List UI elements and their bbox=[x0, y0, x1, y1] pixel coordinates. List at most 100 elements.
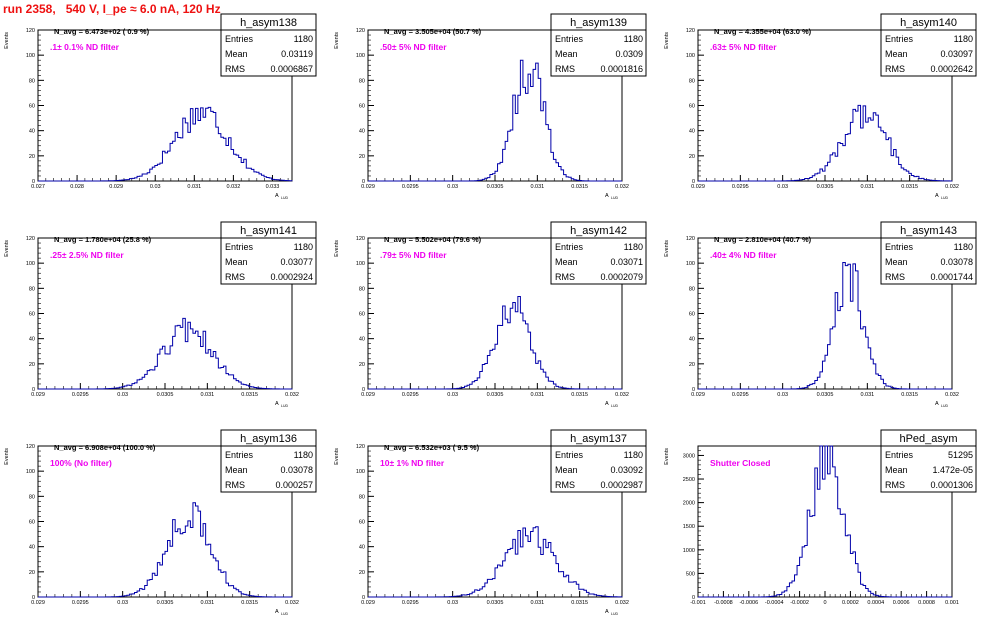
filter-annotation: .50± 5% ND filter bbox=[380, 42, 447, 52]
x-tick-label: 0.0295 bbox=[402, 184, 419, 190]
stats-value-rms: 0.0001816 bbox=[600, 64, 643, 74]
filter-annotation: .40± 4% ND filter bbox=[710, 250, 777, 260]
y-tick-label: 60 bbox=[359, 312, 365, 318]
y-tick-label: 80 bbox=[359, 78, 365, 84]
x-tick-label: 0.031 bbox=[530, 392, 544, 398]
stats-value-mean: 0.03119 bbox=[281, 49, 313, 59]
x-tick-label: 0.031 bbox=[187, 184, 201, 190]
x-tick-label: 0.03 bbox=[117, 392, 128, 398]
x-axis-label: A bbox=[935, 401, 939, 407]
y-tick-label: 1500 bbox=[683, 524, 695, 530]
stats-box-frame bbox=[220, 13, 317, 77]
x-tick-label: 0.031 bbox=[530, 600, 544, 606]
y-tick-label: 40 bbox=[29, 545, 35, 551]
y-tick-label: 100 bbox=[26, 53, 35, 59]
x-tick-label: 0.03 bbox=[150, 184, 161, 190]
x-tick-label: 0.029 bbox=[691, 392, 705, 398]
stats-value-rms: 0.000257 bbox=[275, 480, 313, 490]
x-tick-label: 0.0295 bbox=[402, 392, 419, 398]
x-tick-label: 0.0305 bbox=[157, 600, 174, 606]
y-tick-label: 60 bbox=[29, 520, 35, 526]
y-tick-label: 40 bbox=[689, 337, 695, 343]
stats-label-rms: RMS bbox=[555, 480, 575, 490]
x-tick-label: 0.03 bbox=[117, 600, 128, 606]
stats-value-entries: 1180 bbox=[294, 450, 313, 460]
x-tick-label: 0.033 bbox=[266, 184, 280, 190]
histogram-panel-h_asym139: 0 20 40 60 80 100 120 0.029 0.0295 0.03 0.0305 0.03… bbox=[334, 13, 647, 200]
y-tick-label: 120 bbox=[26, 444, 35, 450]
x-axis-label-subscript: LUD bbox=[611, 404, 618, 408]
x-tick-label: 0.0006 bbox=[893, 600, 910, 606]
y-tick-label: 20 bbox=[29, 362, 35, 368]
stats-value-rms: 0.0001744 bbox=[930, 272, 973, 282]
x-tick-label: 0.0004 bbox=[867, 600, 884, 606]
x-axis-label: A bbox=[605, 609, 609, 615]
x-tick-label: 0.0305 bbox=[487, 600, 504, 606]
stats-value-entries: 51295 bbox=[948, 450, 973, 460]
stats-value-entries: 1180 bbox=[624, 450, 643, 460]
y-tick-label: 80 bbox=[359, 286, 365, 292]
filter-annotation: Shutter Closed bbox=[710, 458, 770, 468]
x-tick-label: -0.0004 bbox=[765, 600, 784, 606]
stats-label-mean: Mean bbox=[225, 257, 248, 267]
histogram-series bbox=[698, 261, 952, 390]
y-tick-label: 40 bbox=[29, 337, 35, 343]
stats-value-mean: 0.03078 bbox=[280, 465, 313, 475]
stats-label-rms: RMS bbox=[555, 272, 575, 282]
y-tick-label: 0 bbox=[692, 387, 695, 393]
stats-label-rms: RMS bbox=[885, 64, 905, 74]
y-axis-label: Events bbox=[664, 448, 670, 465]
x-tick-label: 0.028 bbox=[70, 184, 84, 190]
x-tick-label: 0.032 bbox=[285, 392, 299, 398]
histogram-panel-h_asym136: 0 20 40 60 80 100 120 0.029 0.0295 0.03 0.0305 0.03… bbox=[4, 429, 317, 616]
y-axis-label: Events bbox=[4, 448, 10, 465]
x-tick-label: 0.029 bbox=[109, 184, 123, 190]
y-tick-label: 0 bbox=[692, 595, 695, 601]
navg-label: N_avg = 4.355e+04 (63.0 %) bbox=[714, 27, 812, 36]
x-tick-label: 0.0305 bbox=[487, 392, 504, 398]
stats-box-frame bbox=[880, 221, 977, 285]
x-tick-label: 0.029 bbox=[691, 184, 705, 190]
stats-label-mean: Mean bbox=[555, 49, 578, 59]
y-tick-label: 2500 bbox=[683, 477, 695, 483]
x-tick-label: 0.03 bbox=[447, 184, 458, 190]
filter-annotation: 10± 1% ND filter bbox=[380, 458, 445, 468]
y-tick-label: 20 bbox=[359, 154, 365, 160]
x-axis-label-subscript: LUD bbox=[611, 612, 618, 616]
histogram-name: h_asym142 bbox=[570, 225, 627, 237]
x-tick-label: 0.001 bbox=[945, 600, 959, 606]
x-axis-label-subscript: LUD bbox=[941, 404, 948, 408]
stats-value-entries: 1180 bbox=[624, 34, 643, 44]
histogram-name: hPed_asym bbox=[899, 433, 957, 445]
x-axis-label: A bbox=[275, 193, 279, 199]
histogram-panel-h_asym138: 0 20 40 60 80 100 120 0.027 0.028 0.029 0.03 0.031 0… bbox=[4, 13, 317, 200]
x-tick-label: -0.0002 bbox=[790, 600, 809, 606]
histogram-name: h_asym138 bbox=[240, 17, 297, 29]
y-tick-label: 80 bbox=[29, 286, 35, 292]
stats-label-entries: Entries bbox=[885, 450, 914, 460]
stats-label-mean: Mean bbox=[555, 257, 578, 267]
stats-box: h_asym143 Entries 1180 Mean 0.03078 RMS 0.0001… bbox=[880, 221, 977, 285]
filter-annotation: .25± 2.5% ND filter bbox=[50, 250, 124, 260]
y-tick-label: 20 bbox=[29, 154, 35, 160]
stats-label-rms: RMS bbox=[225, 64, 245, 74]
y-axis-label: Events bbox=[334, 32, 340, 49]
y-axis-label: Events bbox=[334, 240, 340, 257]
stats-label-entries: Entries bbox=[555, 450, 584, 460]
x-axis-label-subscript: LUD bbox=[611, 196, 618, 200]
stats-label-rms: RMS bbox=[885, 480, 905, 490]
stats-box: h_asym142 Entries 1180 Mean 0.03071 RMS 0.0002… bbox=[550, 221, 647, 285]
navg-label: N_avg = 6.908e+04 (100.0 %) bbox=[54, 443, 156, 452]
histogram-name: h_asym137 bbox=[570, 433, 627, 445]
navg-label: N_avg = 2.810e+04 (40.7 %) bbox=[714, 235, 812, 244]
navg-label: N_avg = 6.473e+02 ( 0.9 %) bbox=[54, 27, 150, 36]
histogram-panel-h_asym140: 0 20 40 60 80 100 120 0.029 0.0295 0.03 0.0305 0.03… bbox=[664, 13, 977, 200]
x-tick-label: 0.0295 bbox=[732, 184, 749, 190]
x-tick-label: 0 bbox=[823, 600, 826, 606]
stats-box-frame bbox=[550, 429, 647, 493]
stats-label-entries: Entries bbox=[555, 242, 584, 252]
stats-value-mean: 1.472e-05 bbox=[932, 465, 973, 475]
y-axis-label: Events bbox=[334, 448, 340, 465]
y-tick-label: 20 bbox=[689, 362, 695, 368]
y-tick-label: 100 bbox=[356, 469, 365, 475]
